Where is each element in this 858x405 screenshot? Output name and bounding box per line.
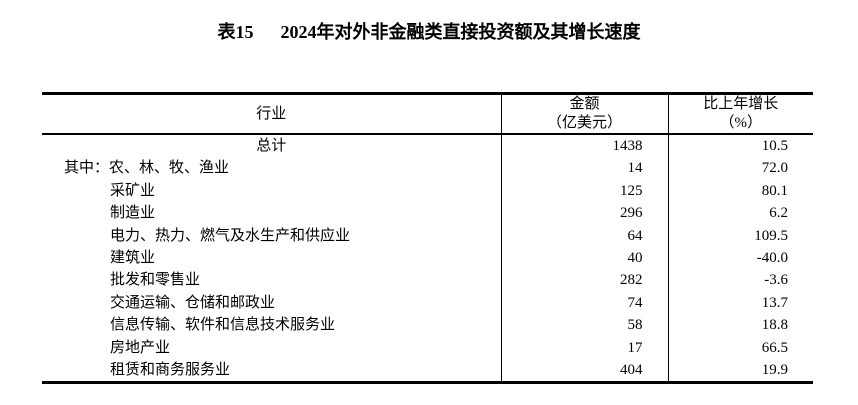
amount-cell: 74 xyxy=(500,291,668,315)
growth-cell: 19.9 xyxy=(667,359,813,383)
col-header-amount-label: 金额 xyxy=(569,96,600,112)
industry-cell: 批发和零售业 xyxy=(110,272,201,289)
amount-cell: 64 xyxy=(500,224,668,248)
col-header-growth-unit: （%） xyxy=(719,115,763,131)
table-row: 建筑业 40 -40.0 xyxy=(42,247,813,270)
growth-cell: 10.5 xyxy=(667,134,813,158)
header-row: 行业 金额 （亿美元） 比上年增长 （%） xyxy=(42,93,813,135)
growth-cell: 18.8 xyxy=(667,314,813,337)
col-header-industry: 行业 xyxy=(42,93,501,135)
industry-cell: 制造业 xyxy=(110,205,156,222)
col-header-amount: 金额 （亿美元） xyxy=(500,93,668,135)
industry-cell: 总计 xyxy=(256,138,287,154)
col-header-growth-label: 比上年增长 xyxy=(703,96,779,112)
table-body: 总计 1438 10.5 其中：农、林、牧、渔业 14 72.0 采矿业 125… xyxy=(42,134,813,383)
amount-cell: 14 xyxy=(500,157,668,180)
col-header-amount-unit: （亿美元） xyxy=(546,115,622,131)
growth-cell: -40.0 xyxy=(667,247,813,270)
table-row: 租赁和商务服务业 404 19.9 xyxy=(42,359,813,383)
col-header-industry-label: 行业 xyxy=(256,105,287,122)
table-number: 表15 xyxy=(217,22,254,42)
table-title-text: 2024年对外非金融类直接投资额及其增长速度 xyxy=(280,22,641,42)
table-caption: 表15 2024年对外非金融类直接投资额及其增长速度 xyxy=(0,18,858,44)
table-row: 电力、热力、燃气及水生产和供应业 64 109.5 xyxy=(42,224,813,248)
growth-cell: 13.7 xyxy=(667,291,813,315)
industry-cell: 采矿业 xyxy=(110,182,156,199)
table-row: 总计 1438 10.5 xyxy=(42,134,813,158)
amount-cell: 125 xyxy=(500,179,668,203)
table-row: 其中：农、林、牧、渔业 14 72.0 xyxy=(42,157,813,180)
growth-cell: 109.5 xyxy=(667,224,813,248)
growth-cell: -3.6 xyxy=(667,269,813,292)
table-row: 信息传输、软件和信息技术服务业 58 18.8 xyxy=(42,314,813,337)
amount-cell: 296 xyxy=(500,202,668,225)
amount-cell: 40 xyxy=(500,247,668,270)
amount-cell: 282 xyxy=(500,269,668,292)
amount-cell: 58 xyxy=(500,314,668,337)
table-row: 房地产业 17 66.5 xyxy=(42,336,813,360)
amount-cell: 17 xyxy=(500,336,668,360)
investment-table: 行业 金额 （亿美元） 比上年增长 （%） 总计 1438 10.5 其中：农、… xyxy=(42,92,813,385)
industry-cell: 信息传输、软件和信息技术服务业 xyxy=(110,317,336,334)
growth-cell: 80.1 xyxy=(667,179,813,203)
table-row: 批发和零售业 282 -3.6 xyxy=(42,269,813,292)
industry-cell: 交通运输、仓储和邮政业 xyxy=(110,294,276,311)
industry-cell: 电力、热力、燃气及水生产和供应业 xyxy=(110,227,351,244)
growth-cell: 6.2 xyxy=(667,202,813,225)
growth-cell: 72.0 xyxy=(667,157,813,180)
amount-cell: 1438 xyxy=(500,134,668,158)
amount-cell: 404 xyxy=(500,359,668,383)
table-row: 制造业 296 6.2 xyxy=(42,202,813,225)
growth-cell: 66.5 xyxy=(667,336,813,360)
col-header-growth: 比上年增长 （%） xyxy=(667,93,813,135)
industry-cell: 其中：农、林、牧、渔业 xyxy=(64,160,230,177)
industry-cell: 建筑业 xyxy=(110,250,156,267)
table-row: 交通运输、仓储和邮政业 74 13.7 xyxy=(42,291,813,315)
table-row: 采矿业 125 80.1 xyxy=(42,179,813,203)
industry-cell: 租赁和商务服务业 xyxy=(110,362,231,379)
industry-cell: 房地产业 xyxy=(110,339,171,356)
